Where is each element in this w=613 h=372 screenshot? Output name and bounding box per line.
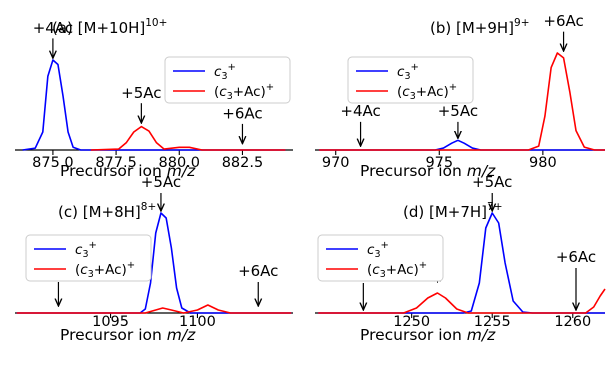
series-line-c3-ac [90,125,286,151]
x-tick-label: 1250 [393,314,430,330]
annotation-label: +5Ac [472,173,512,191]
legend-label: c3+ [397,62,419,82]
panel-title: (d) [M+7H]7+ [403,201,503,221]
series-line-c3-ac [319,52,605,151]
legend-label: (c3+Ac)+ [367,260,427,280]
legend-label: (c3+Ac)+ [214,82,274,102]
panel-title: (c) [M+8H]8+ [58,201,156,221]
annotation-label: +5Ac [141,173,181,191]
panel-title: (b) [M+9H]9+ [430,17,530,37]
x-tick-label: 877.5 [95,155,137,171]
series-line-c3 [22,59,286,151]
x-tick-label: 1095 [92,314,129,330]
annotation-label: +6Ac [222,105,262,123]
legend-label: (c3+Ac)+ [397,82,457,102]
series-line-c3 [318,212,605,314]
x-tick-label: 975 [425,155,453,171]
x-axis-label: Precursor ion m/z [60,162,196,180]
x-tick-label: 1100 [179,314,216,330]
panel-title: (a) [M+10H]10+ [52,17,167,37]
series-line-c3-ac [318,288,606,314]
annotation-label: +6Ac [238,262,278,280]
series-line-c3-ac [16,304,292,314]
annotation-label: +4Ac [33,19,73,37]
annotation-label: +5Ac [121,84,161,102]
legend-label: c3+ [367,240,389,260]
annotation-label: +4Ac [340,102,380,120]
x-tick-label: 880.0 [159,155,201,171]
annotation-asterisk: * [434,273,442,291]
x-tick-label: 1255 [474,314,511,330]
annotation-label: +5Ac [438,102,478,120]
legend-label: c3+ [214,62,236,82]
annotation-label: +6Ac [556,248,596,266]
series-line-c3 [16,212,292,314]
x-axis-label: Precursor ion m/z [360,162,496,180]
x-tick-label: 970 [322,155,350,171]
x-tick-label: 875.0 [32,155,74,171]
legend-label: (c3+Ac)+ [75,260,135,280]
legend-label: c3+ [75,240,97,260]
x-tick-label: 1260 [554,314,591,330]
annotation-label: +6Ac [543,12,583,30]
panel-a: 875.0 877.5 880.0 882.5 +4Ac +5Ac +6Ac (a) [M+1… [15,17,293,180]
x-tick-label: 882.5 [222,155,264,171]
series-line-c3 [319,139,605,151]
x-axis-label: Precursor ion m/z [360,326,496,344]
x-tick-label: 980 [529,155,557,171]
panel-b: 970 975 980 +4Ac +5Ac +6Ac (b) [M+9H]9+ c3+(c3+… [315,12,605,180]
x-axis-label: Precursor ion m/z [60,326,196,344]
